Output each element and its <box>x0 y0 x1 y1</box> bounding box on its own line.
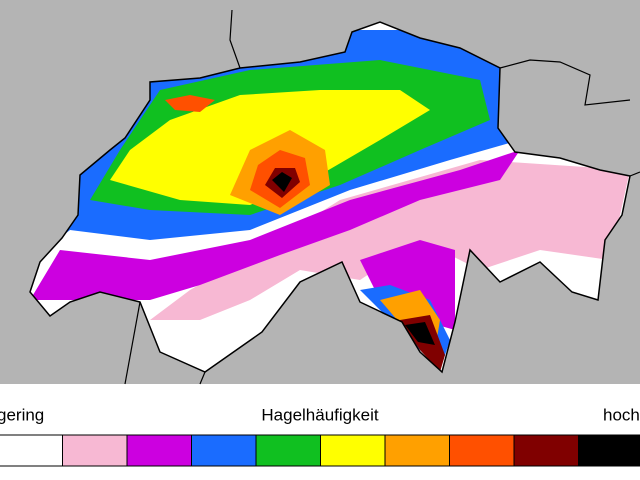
legend-swatch <box>0 434 63 467</box>
legend-swatch <box>449 434 515 467</box>
legend-swatch <box>384 434 450 467</box>
legend-swatch <box>578 434 640 467</box>
neighbor-borders <box>124 9 640 385</box>
legend-low: gering <box>0 405 44 424</box>
legend-high: hoch <box>603 405 640 424</box>
legend-swatch <box>320 434 386 467</box>
legend-swatch <box>126 434 192 467</box>
legend-swatch <box>62 434 128 467</box>
legend-swatches <box>0 434 640 467</box>
legend-swatch <box>255 434 321 467</box>
legend-title: Hagelhäufigkeit <box>261 405 378 424</box>
legend-swatch <box>513 434 579 467</box>
legend-swatch <box>191 434 257 467</box>
